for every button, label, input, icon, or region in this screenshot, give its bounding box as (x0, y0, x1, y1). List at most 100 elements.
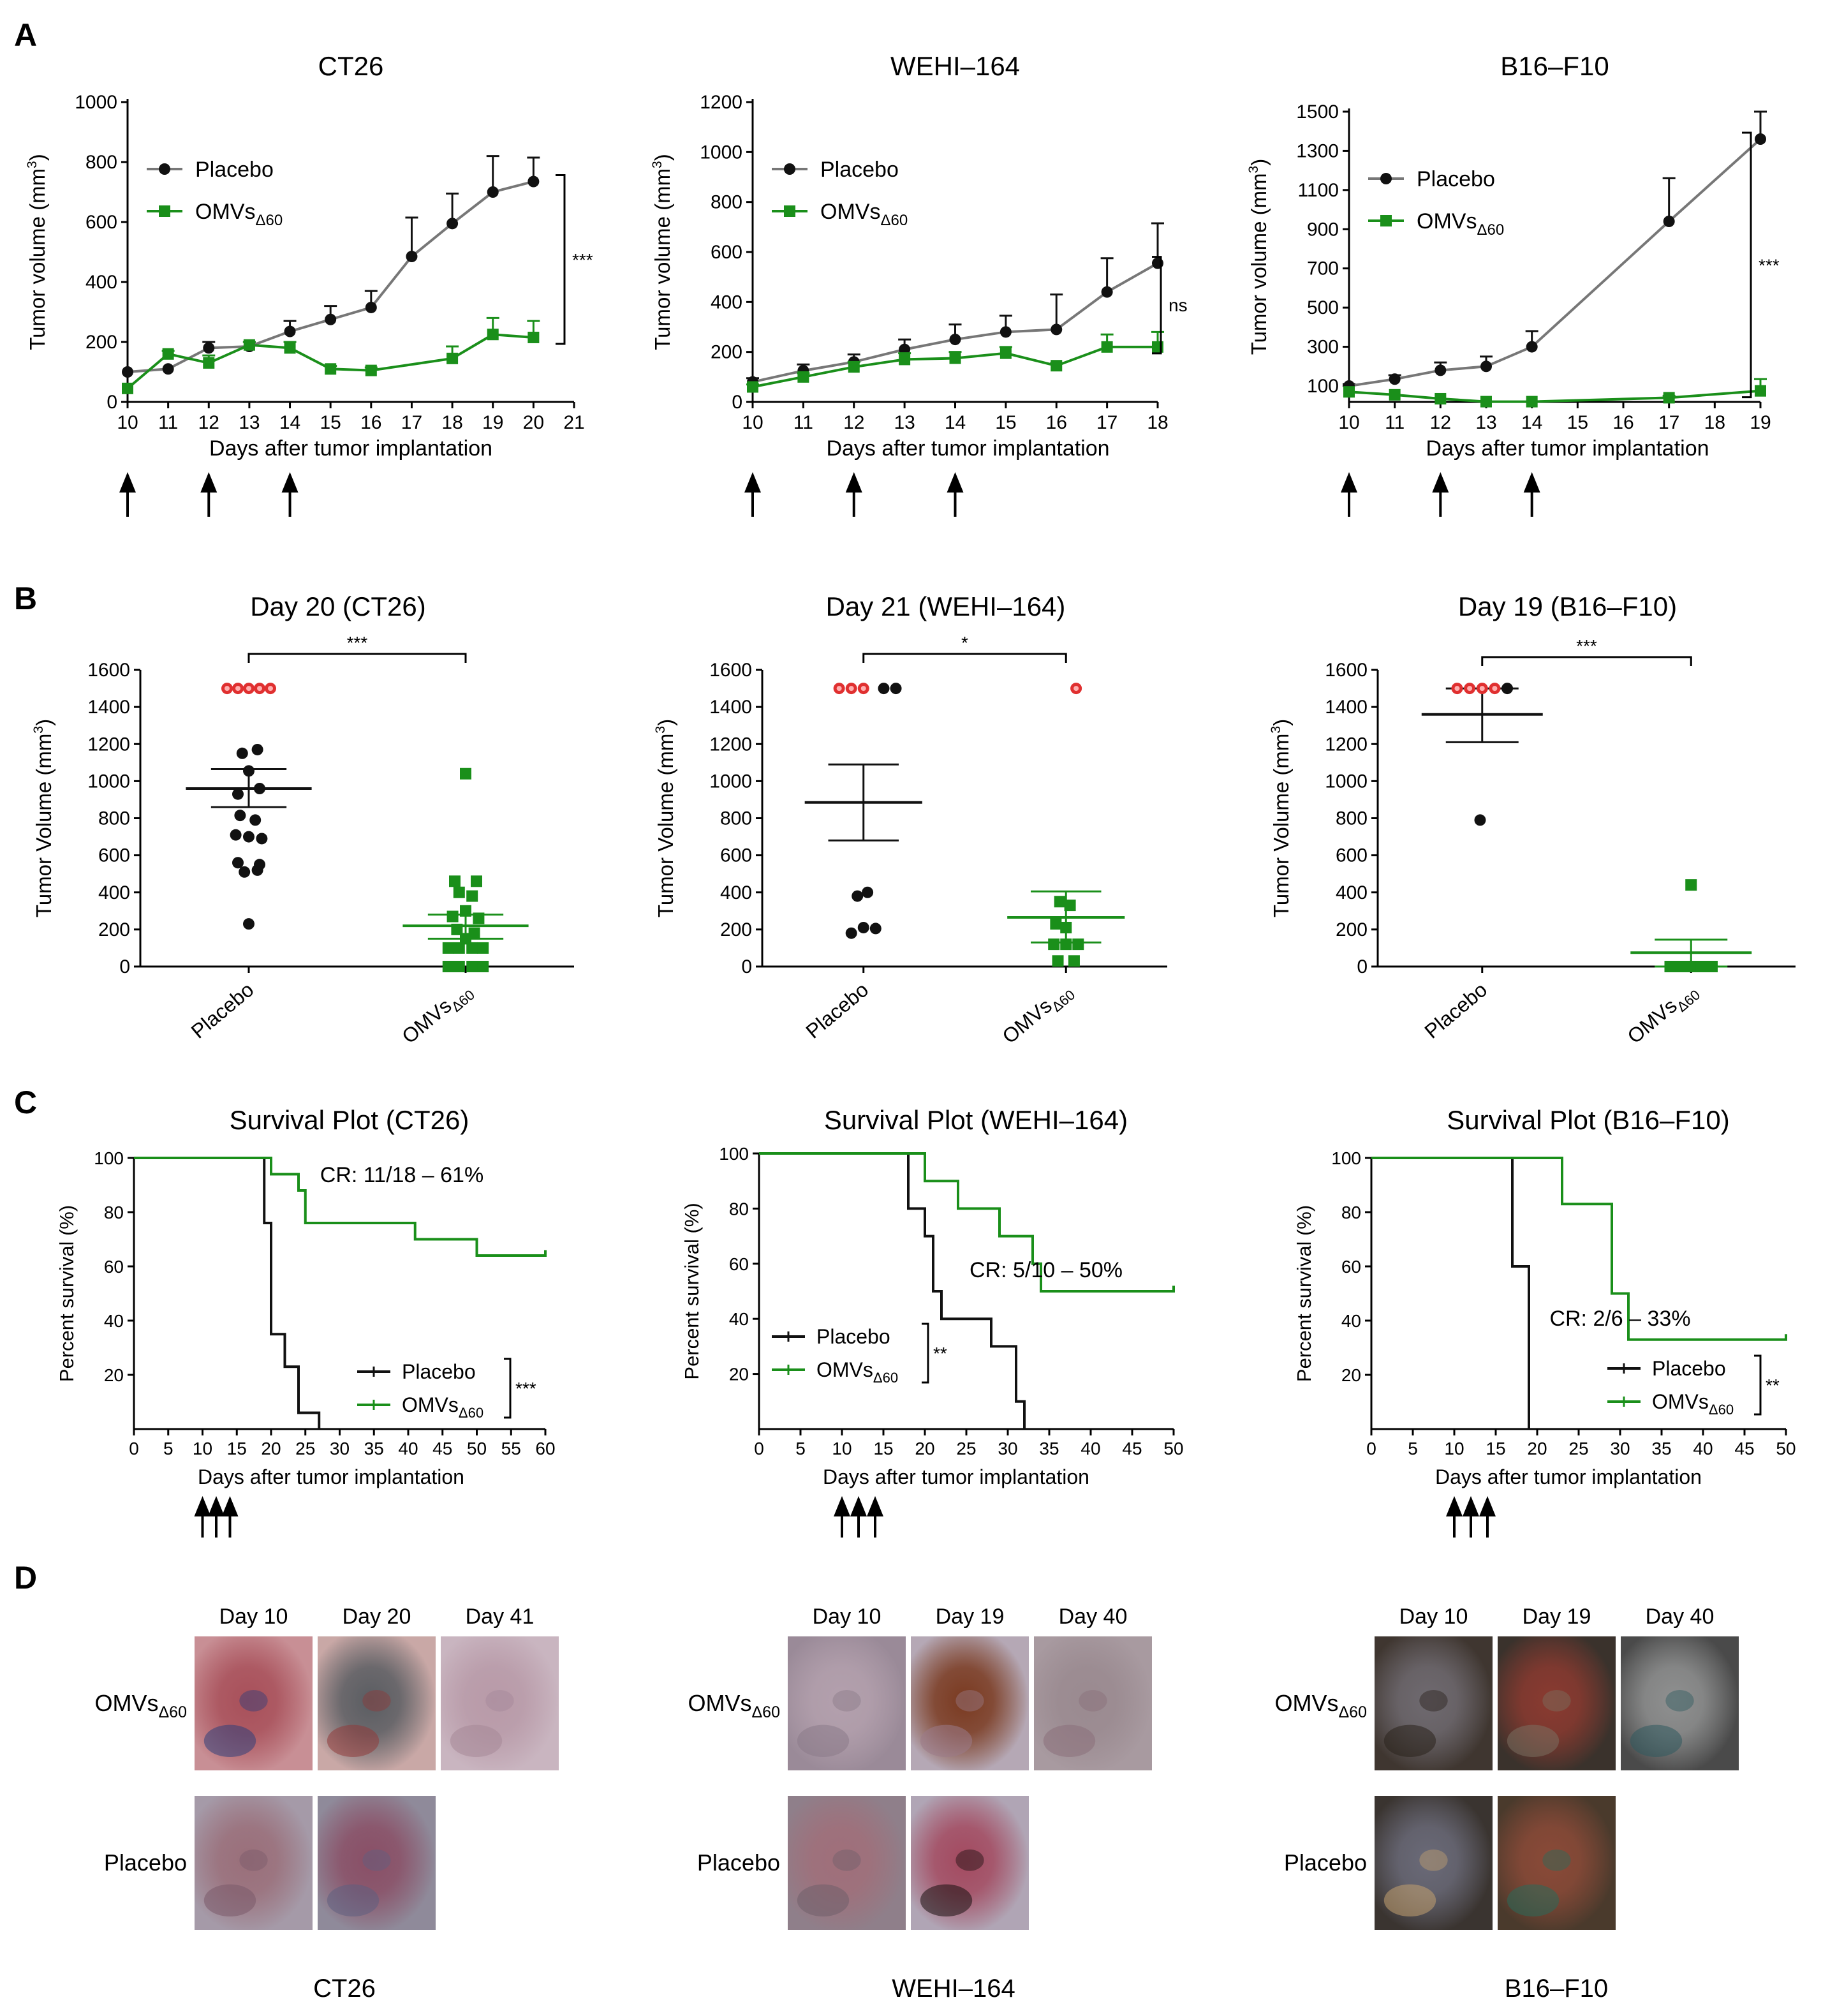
y-tick-label: 60 (104, 1257, 124, 1277)
y-tick-label: 600 (1336, 845, 1368, 866)
y-tick-label: 100 (1307, 376, 1339, 397)
x-axis-label: Days after tumor implantation (1435, 1465, 1702, 1488)
y-tick-label: 60 (729, 1254, 749, 1274)
x-tick-label: 20 (1527, 1439, 1547, 1458)
day-label: Day 10 (1399, 1605, 1468, 1629)
omvs-point (1064, 900, 1076, 912)
placebo-point (243, 918, 254, 930)
x-tick-label: 10 (193, 1439, 212, 1458)
significance-bracket (922, 1323, 929, 1384)
tumor-photo-shade (1043, 1724, 1096, 1757)
y-tick-label: 200 (85, 332, 117, 353)
day-label: Day 40 (1059, 1605, 1128, 1629)
survival-curve-1 (134, 1157, 547, 1257)
tumor-photo-lesion (832, 1690, 861, 1712)
x-tick-label: 16 (1612, 412, 1634, 433)
y-tick-label: 1200 (1325, 734, 1368, 755)
placebo-point (236, 747, 248, 759)
significance-bracket (556, 174, 566, 345)
placebo-point (1663, 216, 1675, 227)
omvs-point (1101, 341, 1113, 353)
placebo-point (1435, 364, 1447, 376)
significance-label: *** (515, 1379, 536, 1398)
dosing-arrow-head (1341, 472, 1357, 493)
placebo-point (1501, 683, 1514, 695)
placebo-point (890, 683, 902, 695)
y-tick-label: 400 (98, 882, 130, 903)
tumor-photo-lesion (239, 1690, 268, 1712)
x-tick-label: 20 (523, 412, 544, 433)
omvs-point (451, 923, 463, 935)
legend-label: Placebo (820, 158, 899, 182)
y-tick-label: 800 (1336, 808, 1368, 829)
x-tick-label: 25 (295, 1439, 315, 1458)
placebo-point (122, 366, 133, 378)
legend-label: OMVsΔ60 (1417, 209, 1504, 239)
chart-C3: Survival Plot (B16–F10) 0 5 10 15 20 25 30 35 40 4… (1293, 1105, 1796, 1538)
omvs-point (1664, 961, 1676, 972)
y-tick-label: 900 (1307, 219, 1339, 240)
y-tick-label: 40 (1341, 1311, 1361, 1331)
placebo-point (487, 186, 499, 198)
omvs-point (446, 910, 459, 923)
omvs-point (1685, 961, 1697, 972)
x-tick-label: 21 (563, 412, 584, 433)
significance-label: ns (1169, 295, 1188, 315)
x-tick-label: 40 (1693, 1439, 1713, 1458)
legend-label: OMVsΔ60 (195, 200, 283, 229)
y-tick-label: 20 (1341, 1365, 1361, 1385)
x-tick-label: 12 (843, 412, 864, 433)
panel-letters: A B C D (14, 17, 37, 1596)
category-label: Placebo (802, 978, 873, 1043)
omvs-point (449, 875, 461, 887)
x-tick-label: 15 (227, 1439, 247, 1458)
x-tick-label: 15 (873, 1439, 893, 1458)
placebo-point (1101, 286, 1113, 298)
placebo-point (1389, 373, 1401, 385)
y-tick-label: 200 (1336, 919, 1368, 940)
group-caption: B16–F10 (1505, 1975, 1608, 2003)
y-tick-label: 100 (94, 1148, 124, 1168)
panel-letter-a: A (14, 17, 37, 53)
y-tick-label: 400 (711, 292, 742, 313)
survival-curve-1 (1371, 1157, 1787, 1341)
legend-label: OMVsΔ60 (820, 200, 908, 229)
y-axis-label: Tumor volume (mm3) (25, 154, 49, 350)
x-tick-label: 16 (1046, 412, 1067, 433)
capped-point-core (1454, 686, 1460, 692)
y-axis-label: Tumor Volume (mm3) (653, 719, 677, 917)
y-axis-label: Tumor Volume (mm3) (31, 719, 55, 917)
day-label: Day 19 (936, 1605, 1005, 1629)
x-tick-label: 11 (1385, 412, 1405, 433)
y-tick-label: 800 (98, 808, 130, 829)
capped-point-core (225, 686, 230, 692)
tumor-photo-shade (1383, 1724, 1436, 1757)
x-tick-label: 30 (330, 1439, 350, 1458)
y-tick-label: 1400 (1325, 697, 1368, 718)
omvs-point (466, 890, 478, 902)
capped-point-core (1467, 686, 1473, 692)
capped-point-core (1492, 686, 1498, 692)
legend-marker (1380, 173, 1392, 184)
tumor-photo-lesion (1665, 1690, 1694, 1712)
placebo-point (251, 743, 263, 755)
survival-curve-1 (759, 1152, 1175, 1293)
y-axis-label: Tumor volume (mm3) (650, 154, 674, 350)
x-tick-label: 15 (1486, 1439, 1505, 1458)
omvs-point (466, 961, 478, 972)
placebo-point (878, 683, 890, 695)
placebo-point (230, 829, 242, 841)
y-tick-label: 1200 (700, 92, 742, 113)
x-tick-label: 0 (1366, 1439, 1376, 1458)
y-tick-label: 500 (1307, 297, 1339, 318)
x-tick-label: 30 (998, 1439, 1017, 1458)
x-tick-label: 11 (158, 412, 178, 433)
y-tick-label: 0 (732, 392, 742, 413)
y-tick-label: 1000 (75, 92, 117, 113)
y-tick-label: 800 (85, 152, 117, 173)
significance-bracket (504, 1358, 512, 1419)
y-tick-label: 100 (719, 1144, 749, 1164)
omvs-point (442, 942, 454, 954)
x-tick-label: 10 (832, 1439, 852, 1458)
tumor-photo-lesion (1542, 1849, 1571, 1871)
